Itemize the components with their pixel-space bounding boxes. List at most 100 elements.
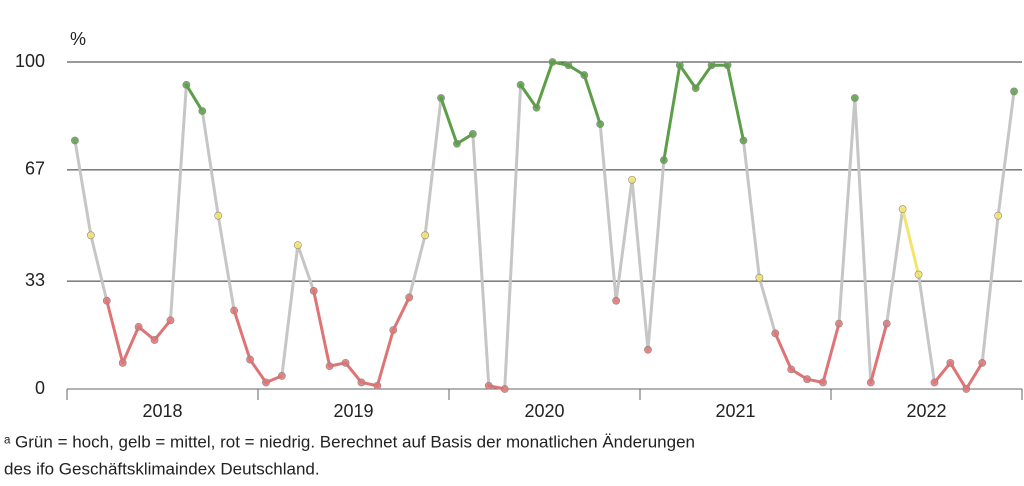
line-segment	[423, 96, 443, 237]
line-segment	[519, 83, 539, 110]
data-point	[659, 156, 668, 164]
data-point	[166, 316, 175, 325]
line-segment	[280, 243, 300, 378]
line-segment	[932, 361, 952, 384]
line-segment	[344, 361, 363, 384]
data-point	[723, 61, 732, 70]
data-point	[1010, 87, 1018, 96]
data-point	[755, 273, 764, 282]
data-point	[134, 322, 143, 331]
line-segment	[694, 63, 714, 90]
y-axis-label: %	[70, 29, 86, 49]
line-segment	[885, 207, 905, 326]
line-segment	[741, 138, 761, 280]
data-point	[150, 336, 159, 344]
data-point	[421, 231, 430, 240]
line-segment	[439, 96, 459, 146]
data-point	[914, 270, 923, 279]
line-segment	[216, 214, 236, 313]
data-point	[246, 355, 254, 364]
line-segment	[503, 83, 523, 391]
y-tick-label: 100	[15, 51, 45, 71]
line-segment	[726, 63, 745, 142]
data-point	[739, 136, 748, 145]
data-point	[707, 61, 716, 70]
line-segment	[248, 358, 268, 384]
data-point	[262, 378, 270, 387]
line-segment	[630, 178, 650, 352]
line-segment	[773, 331, 793, 371]
data-point	[866, 378, 875, 387]
data-point	[580, 71, 589, 79]
line-segment	[89, 233, 109, 303]
line-segment	[869, 322, 889, 384]
y-tick-label: 67	[25, 159, 45, 179]
line-segment	[678, 63, 698, 90]
line-segment	[121, 325, 141, 365]
line-segment	[614, 178, 634, 303]
line-segment	[821, 322, 841, 384]
data-point	[118, 358, 127, 367]
data-point	[71, 136, 79, 145]
x-tick-label: 2018	[142, 401, 182, 421]
data-point	[341, 358, 350, 367]
line-segment	[73, 138, 93, 237]
data-point	[309, 286, 318, 295]
data-point	[484, 381, 493, 390]
data-point	[500, 385, 509, 393]
line-segment	[200, 109, 220, 218]
line-segment	[964, 361, 984, 391]
data-point	[325, 362, 334, 371]
data-point	[819, 378, 827, 387]
data-point	[357, 378, 366, 387]
data-point	[532, 103, 541, 112]
data-point	[691, 84, 700, 93]
line-segment	[312, 289, 332, 368]
line-segment	[948, 361, 968, 391]
data-point	[850, 94, 859, 102]
data-point	[771, 329, 780, 338]
line-segment	[996, 89, 1016, 218]
data-point	[198, 107, 207, 115]
data-point	[230, 306, 239, 315]
data-point	[803, 375, 812, 384]
data-point	[405, 293, 414, 302]
data-point	[214, 211, 223, 220]
line-segment	[471, 132, 491, 388]
line-segment	[757, 276, 777, 335]
line-segment	[184, 83, 204, 113]
x-tick-label: 2022	[906, 401, 946, 421]
y-tick-label: 33	[25, 270, 45, 290]
line-segment	[153, 318, 172, 342]
line-segment	[662, 63, 682, 162]
data-point	[930, 378, 939, 387]
data-point	[453, 139, 461, 148]
x-tick-label: 2020	[524, 401, 564, 421]
data-point	[373, 381, 382, 390]
x-tick-label: 2019	[333, 401, 373, 421]
data-point	[389, 326, 398, 335]
line-segment	[917, 273, 936, 384]
data-point	[898, 205, 907, 214]
data-point	[86, 231, 95, 240]
data-point	[564, 61, 573, 70]
y-tick-label: 0	[35, 378, 45, 398]
data-point	[293, 241, 302, 250]
line-segment	[980, 214, 1000, 365]
line-segment	[598, 122, 618, 303]
line-segment	[837, 96, 857, 326]
line-segment	[582, 73, 602, 126]
data-point	[787, 365, 796, 374]
data-point	[277, 372, 286, 380]
data-point	[548, 58, 557, 66]
line-segment	[296, 243, 316, 293]
line-segment	[375, 328, 395, 388]
data-point	[468, 130, 477, 138]
line-segment	[901, 207, 921, 277]
data-point	[516, 80, 525, 89]
data-point	[946, 358, 955, 367]
data-point	[675, 61, 684, 70]
data-point	[612, 296, 621, 305]
footnote: ᵃ Grün = hoch, gelb = mittel, rot = nied…	[4, 432, 695, 451]
